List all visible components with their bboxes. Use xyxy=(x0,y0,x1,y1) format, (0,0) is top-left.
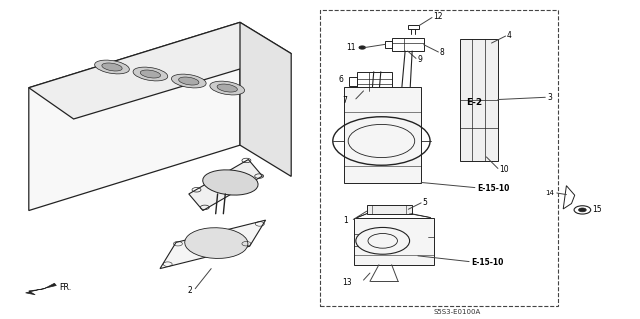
Polygon shape xyxy=(29,22,240,211)
Text: E-15-10: E-15-10 xyxy=(477,184,509,193)
Text: 4: 4 xyxy=(507,31,512,40)
Text: 14: 14 xyxy=(545,190,554,196)
Text: 12: 12 xyxy=(433,12,443,21)
Text: 10: 10 xyxy=(499,165,509,174)
Text: FR.: FR. xyxy=(60,283,72,292)
Ellipse shape xyxy=(217,84,237,92)
Ellipse shape xyxy=(185,228,248,258)
Text: E-2: E-2 xyxy=(466,98,482,107)
Text: 11: 11 xyxy=(346,43,356,52)
Text: 5: 5 xyxy=(422,198,428,207)
Text: 1: 1 xyxy=(344,216,348,225)
Text: 15: 15 xyxy=(592,205,602,214)
Text: 6: 6 xyxy=(339,75,344,84)
Bar xyxy=(408,25,419,29)
Ellipse shape xyxy=(102,63,122,71)
Ellipse shape xyxy=(140,70,161,78)
Circle shape xyxy=(579,208,586,212)
Polygon shape xyxy=(367,205,412,214)
Polygon shape xyxy=(460,39,498,161)
Polygon shape xyxy=(189,160,262,211)
Polygon shape xyxy=(354,218,434,265)
Text: S5S3-E0100A: S5S3-E0100A xyxy=(434,309,481,315)
Polygon shape xyxy=(344,87,421,183)
Ellipse shape xyxy=(172,74,206,88)
Text: E-15-10: E-15-10 xyxy=(471,258,504,267)
Text: 2: 2 xyxy=(188,286,192,295)
Bar xyxy=(320,10,558,306)
Text: 7: 7 xyxy=(342,96,347,105)
Circle shape xyxy=(359,46,365,49)
Ellipse shape xyxy=(210,81,244,95)
Text: 13: 13 xyxy=(342,278,352,287)
Ellipse shape xyxy=(203,170,258,195)
Polygon shape xyxy=(240,22,291,176)
Polygon shape xyxy=(160,220,266,269)
Text: 3: 3 xyxy=(547,93,552,102)
Ellipse shape xyxy=(133,67,168,81)
Text: 8: 8 xyxy=(440,48,444,57)
Ellipse shape xyxy=(179,77,199,85)
Text: 9: 9 xyxy=(417,55,422,63)
Ellipse shape xyxy=(95,60,129,74)
Polygon shape xyxy=(26,283,56,295)
Polygon shape xyxy=(29,22,291,119)
